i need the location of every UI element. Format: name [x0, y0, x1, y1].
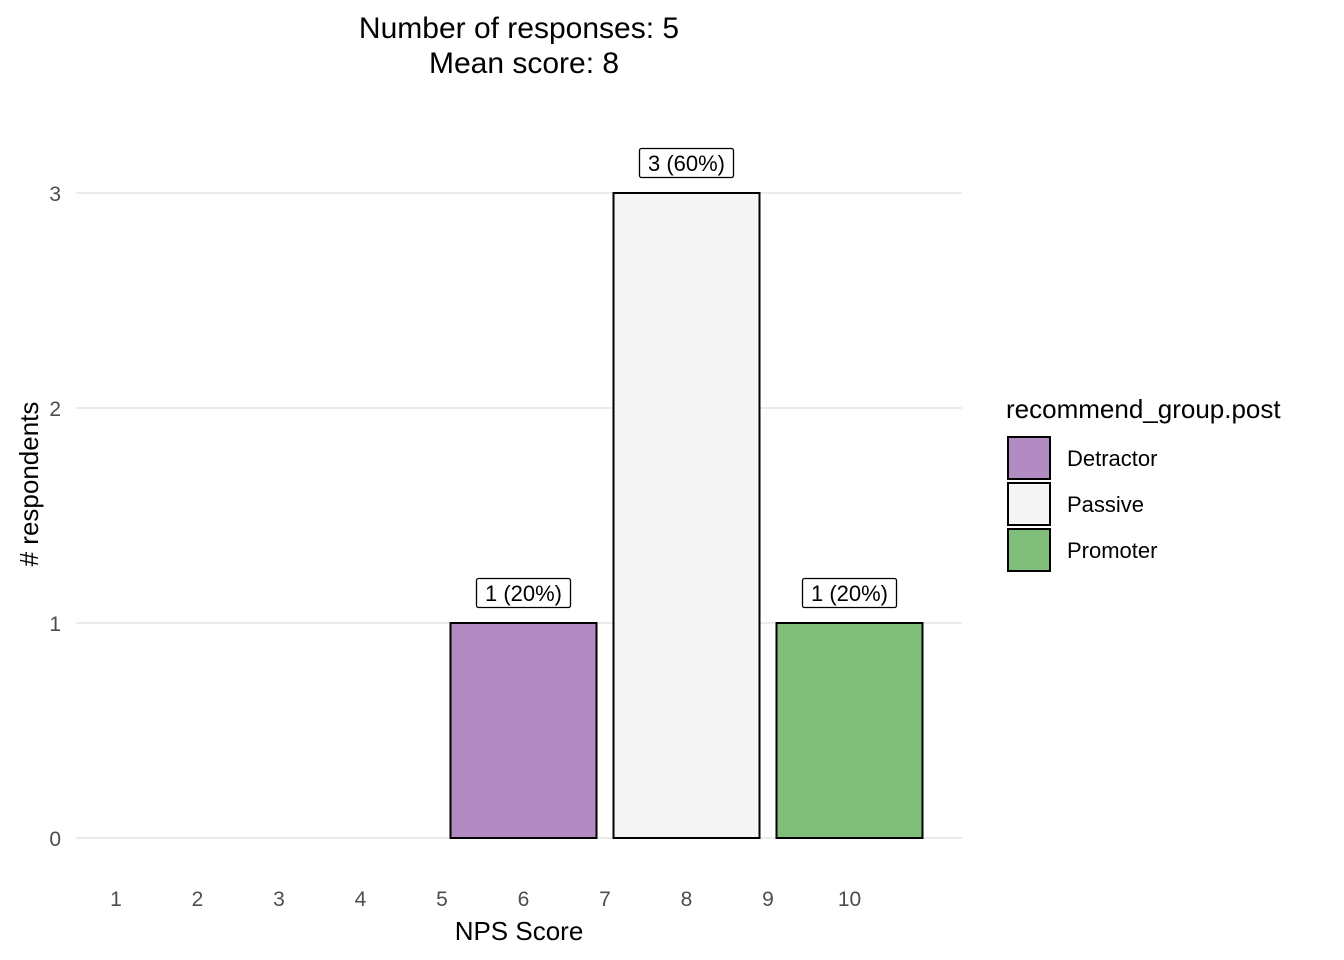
bar-value-label: 1 (20%): [475, 577, 572, 609]
x-axis-ticks: 1 2 3 4 5 6 7 8 9 10: [110, 888, 861, 911]
x-tick-label: 9: [762, 888, 774, 911]
bar-value-label-text: 3 (60%): [648, 151, 725, 176]
bars: [449, 192, 924, 839]
y-axis-title: # respondents: [14, 402, 44, 567]
legend-swatch: [1007, 482, 1051, 526]
x-tick-label: 10: [838, 888, 861, 911]
bar-passive: [612, 192, 761, 839]
bar-value-label-text: 1 (20%): [811, 581, 888, 606]
legend-item-promoter: Promoter: [1007, 528, 1157, 572]
x-axis-title: NPS Score: [455, 916, 584, 946]
bar-promoter: [775, 622, 924, 839]
bar-value-label-text: 1 (20%): [485, 581, 562, 606]
legend-label: Detractor: [1067, 446, 1157, 471]
legend-label: Promoter: [1067, 538, 1157, 563]
chart-title: Number of responses: 5 Mean score: 8: [359, 12, 679, 80]
bar-value-label-box: [638, 147, 735, 179]
legend-swatch: [1007, 528, 1051, 572]
legend-title: recommend_group.post: [1006, 394, 1281, 424]
y-tick-label: 0: [49, 828, 61, 851]
chart-title-line-2: Mean score: 8: [429, 47, 619, 80]
y-axis-ticks: 0 1 2 3: [49, 183, 61, 851]
x-tick-label: 6: [518, 888, 530, 911]
bar-labels: 1 (20%) 3 (60%) 1 (20%): [475, 147, 898, 609]
x-tick-label: 3: [273, 888, 285, 911]
legend-items: Detractor Passive Promoter: [1007, 436, 1157, 572]
y-tick-label: 1: [49, 613, 61, 636]
y-tick-label: 3: [49, 183, 61, 206]
bar-value-label-box: [801, 577, 898, 609]
bar-detractor: [449, 622, 598, 839]
legend-label: Passive: [1067, 492, 1144, 517]
x-tick-label: 5: [436, 888, 448, 911]
chart-title-line-1: Number of responses: 5: [359, 12, 679, 45]
y-tick-label: 2: [49, 398, 61, 421]
bar-value-label: 1 (20%): [801, 577, 898, 609]
x-tick-label: 1: [110, 888, 122, 911]
legend-item-passive: Passive: [1007, 482, 1144, 526]
legend: recommend_group.post Detractor Passive Pro…: [1006, 394, 1281, 572]
legend-swatch: [1007, 436, 1051, 480]
bar-value-label: 3 (60%): [638, 147, 735, 179]
legend-item-detractor: Detractor: [1007, 436, 1157, 480]
x-tick-label: 8: [681, 888, 693, 911]
x-tick-label: 7: [599, 888, 611, 911]
bar-value-label-box: [475, 577, 572, 609]
x-tick-label: 4: [355, 888, 367, 911]
x-tick-label: 2: [192, 888, 204, 911]
